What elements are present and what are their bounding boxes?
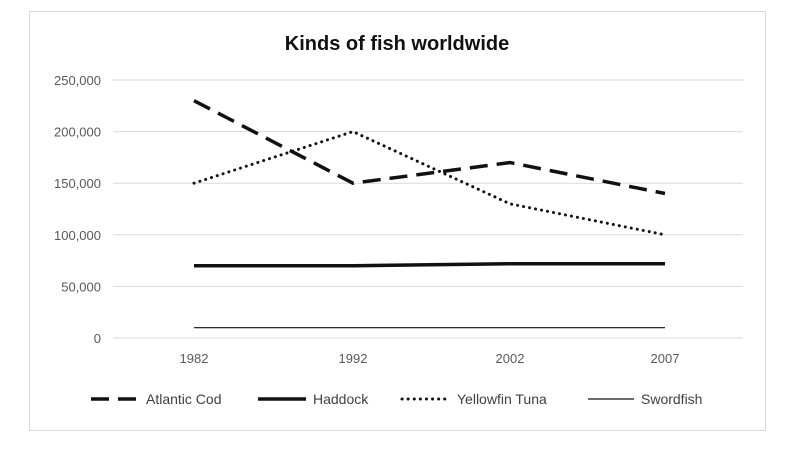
x-axis-tick-labels: 1982 1992 2002 2007	[180, 351, 680, 366]
legend: Atlantic Cod Haddock Yellowfin Tuna Swordfi…	[91, 391, 702, 407]
y-axis-tick-labels: 0 50,000 100,000 150,000 200,000 250,000	[54, 73, 101, 346]
y-tick-label: 50,000	[61, 279, 101, 294]
y-tick-label: 100,000	[54, 228, 101, 243]
chart-frame	[29, 11, 766, 431]
chart-title: Kinds of fish worldwide	[285, 33, 509, 55]
y-tick-label: 150,000	[54, 176, 101, 191]
y-tick-label: 200,000	[54, 125, 101, 140]
x-tick-label: 2002	[496, 351, 525, 366]
y-tick-label: 0	[94, 331, 101, 346]
legend-label-haddock: Haddock	[313, 391, 369, 407]
legend-label-yellowfin-tuna: Yellowfin Tuna	[457, 391, 547, 407]
x-tick-label: 1992	[339, 351, 368, 366]
x-tick-label: 1982	[180, 351, 209, 366]
legend-label-atlantic-cod: Atlantic Cod	[146, 391, 221, 407]
series-lines	[192, 99, 667, 329]
x-tick-label: 2007	[651, 351, 680, 366]
grid-lines	[113, 79, 743, 339]
series-line-haddock	[194, 261, 665, 268]
series-line-atlantic-cod	[193, 99, 666, 196]
legend-label-swordfish: Swordfish	[641, 391, 702, 407]
y-tick-label: 250,000	[54, 73, 101, 88]
